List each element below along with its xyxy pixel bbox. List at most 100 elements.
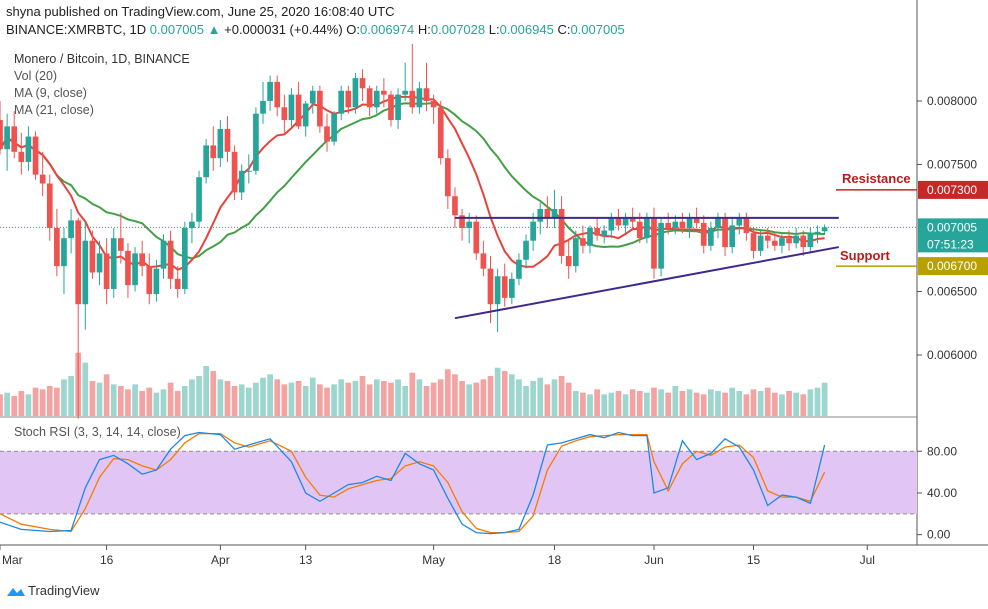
volume-bar bbox=[558, 376, 565, 416]
volume-bar bbox=[224, 381, 231, 416]
candle-body bbox=[722, 217, 728, 248]
volume-bar bbox=[189, 379, 195, 416]
volume-bar bbox=[658, 389, 664, 416]
open-value: 0.006974 bbox=[360, 22, 415, 37]
volume-bar bbox=[68, 376, 74, 416]
volume-bar bbox=[139, 391, 146, 416]
volume-bar bbox=[61, 379, 67, 416]
volume-bar bbox=[459, 381, 465, 416]
candle-body bbox=[771, 240, 778, 246]
volume-bar bbox=[25, 394, 32, 416]
candle-body bbox=[302, 103, 309, 127]
candle-body bbox=[210, 145, 217, 159]
volume-bar bbox=[324, 387, 330, 416]
volume-bar bbox=[494, 367, 501, 416]
volume-bar bbox=[501, 371, 508, 416]
volume-bar bbox=[743, 394, 750, 416]
candle-body bbox=[608, 217, 615, 231]
candle-body bbox=[89, 240, 96, 273]
candle-body bbox=[196, 177, 202, 222]
candle-body bbox=[530, 221, 536, 241]
change-arrow-icon: ▲ bbox=[207, 22, 221, 37]
legend-title: Monero / Bitcoin, 1D, BINANCE bbox=[14, 52, 190, 66]
volume-bar bbox=[615, 391, 622, 416]
volume-bar bbox=[636, 391, 643, 416]
price-tick-label: 0.008000 bbox=[927, 94, 977, 108]
volume-bar bbox=[651, 387, 657, 416]
candle-body bbox=[231, 151, 238, 193]
candle-body bbox=[146, 266, 153, 295]
volume-bar bbox=[174, 391, 181, 416]
candle-body bbox=[487, 268, 494, 305]
volume-bar bbox=[608, 392, 615, 416]
candle-body bbox=[587, 228, 593, 246]
legend-vol: Vol (20) bbox=[14, 69, 58, 83]
volume-bar bbox=[665, 392, 672, 416]
volume-bar bbox=[466, 384, 473, 416]
candle-body bbox=[68, 220, 74, 239]
candle-body bbox=[174, 278, 181, 289]
current-price-tag: 0.007005 bbox=[927, 220, 977, 234]
volume-bar bbox=[4, 392, 10, 416]
rsi-tick-label: 0.00 bbox=[927, 528, 951, 542]
candle-body bbox=[167, 240, 174, 279]
candle-body bbox=[32, 136, 39, 175]
tradingview-brand[interactable]: TradingView bbox=[28, 583, 100, 598]
candle-body bbox=[402, 90, 409, 95]
stoch-k-line bbox=[0, 431, 826, 535]
volume-bar bbox=[693, 392, 700, 416]
candle-body bbox=[537, 208, 544, 222]
volume-bar bbox=[572, 391, 579, 416]
volume-bar bbox=[103, 374, 110, 416]
candle-body bbox=[160, 240, 167, 269]
current-price-tag-bg bbox=[918, 218, 988, 253]
candle-body bbox=[501, 276, 508, 298]
volume-bar bbox=[281, 384, 288, 416]
volume-bar bbox=[274, 379, 281, 416]
candle-body bbox=[558, 208, 565, 256]
low-value: 0.006945 bbox=[499, 22, 554, 37]
volume-bar bbox=[537, 377, 544, 416]
volume-bar bbox=[757, 391, 764, 416]
rsi-tick-label: 40.00 bbox=[927, 486, 957, 500]
candle-body bbox=[82, 240, 89, 305]
candle-body bbox=[181, 228, 188, 289]
tradingview-logo-icon[interactable] bbox=[6, 584, 26, 598]
candle-body bbox=[288, 94, 295, 121]
volume-bar bbox=[217, 379, 224, 416]
candle-body bbox=[644, 217, 650, 239]
candle-body bbox=[551, 208, 558, 218]
volume-bar bbox=[54, 387, 60, 416]
candle-body bbox=[309, 90, 316, 104]
resistance-price-tag-bg bbox=[918, 180, 988, 199]
stoch-d-line bbox=[0, 432, 826, 534]
time-tick-label: Jun bbox=[644, 553, 663, 567]
candle-body bbox=[708, 228, 714, 246]
candle-body bbox=[395, 94, 401, 121]
open-label: O: bbox=[346, 22, 361, 37]
candle-body bbox=[672, 221, 679, 228]
volume-bar bbox=[309, 377, 316, 416]
volume-bar bbox=[530, 381, 536, 416]
candle-body bbox=[39, 174, 46, 184]
candle-body bbox=[274, 81, 281, 108]
volume-bar bbox=[11, 396, 18, 416]
candle-body bbox=[814, 231, 821, 234]
change-value: +0.000031 (+0.44%) bbox=[224, 22, 343, 37]
time-tick-label: 15 bbox=[747, 553, 761, 567]
volume-bar bbox=[708, 389, 714, 416]
volume-bar bbox=[786, 391, 792, 416]
candle-body bbox=[594, 228, 600, 236]
volume-bar bbox=[153, 392, 160, 416]
candle-body bbox=[217, 128, 224, 159]
candle-body bbox=[139, 253, 146, 267]
volume-bar bbox=[288, 382, 295, 416]
candle-body bbox=[494, 276, 501, 305]
candle-body bbox=[132, 253, 138, 286]
current-price-tag-countdown: 07:51:23 bbox=[927, 237, 974, 251]
candle-body bbox=[359, 78, 366, 89]
volume-bar bbox=[196, 376, 202, 416]
support-trendline bbox=[454, 246, 839, 320]
volume-bar bbox=[409, 372, 416, 416]
